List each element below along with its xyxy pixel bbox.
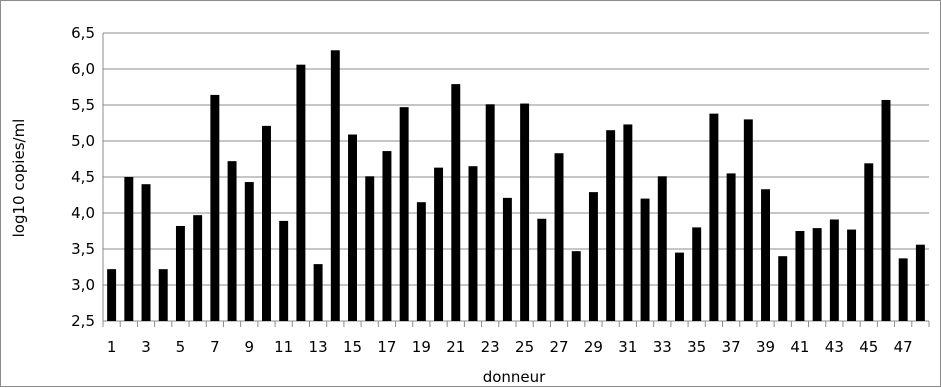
bar-donneur-15 (348, 134, 357, 321)
bar-donneur-34 (675, 252, 684, 321)
bar-donneur-9 (244, 182, 254, 321)
bar-donneur-22 (468, 166, 478, 321)
bar-donneur-46 (881, 99, 891, 322)
x-tick-label: 5 (176, 338, 186, 356)
bar-donneur-43 (829, 219, 839, 321)
bar-donneur-28 (571, 251, 581, 321)
bar-donneur-21 (451, 84, 461, 322)
bar-donneur-7 (210, 94, 220, 321)
x-tick-label: 45 (859, 338, 878, 356)
x-tick-label: 11 (274, 338, 293, 356)
bar-donneur-37 (726, 173, 736, 321)
x-tick-label: 47 (894, 338, 913, 356)
bar-donneur-3 (141, 184, 151, 321)
x-tick-label: 23 (481, 338, 500, 356)
bar-donneur-6 (193, 215, 203, 321)
x-tick-label: 37 (722, 338, 741, 356)
bar-donneur-44 (847, 229, 857, 321)
bar-donneur-27 (554, 153, 564, 321)
bar-donneur-32 (640, 198, 650, 321)
bar-donneur-41 (795, 231, 805, 321)
bar-donneur-19 (416, 202, 426, 321)
x-tick-label: 27 (549, 338, 568, 356)
bar-donneur-31 (623, 124, 633, 321)
y-tick-label: 5,5 (71, 96, 95, 114)
bar-donneur-16 (365, 176, 375, 321)
bar-donneur-13 (313, 264, 323, 321)
x-tick-labels: 1 3 5 7 9 11 13 15 17 19 21 23 25 27 29 31 33 35 37 39 41 43 4… (107, 338, 913, 356)
x-tick-label: 15 (343, 338, 362, 356)
bar-donneur-26 (537, 218, 547, 321)
y-tick-label: 6,5 (71, 24, 95, 42)
bar-donneur-12 (296, 64, 306, 322)
bar-donneur-47 (898, 258, 908, 321)
bar-donneur-35 (692, 227, 702, 321)
bar-donneur-4 (158, 269, 168, 321)
x-tick-label: 41 (790, 338, 809, 356)
bar-donneur-1 (107, 269, 117, 321)
bar-donneur-2 (124, 177, 134, 321)
bar-donneur-23 (485, 104, 495, 321)
y-tick-labels: 2,5 3,0 3,5 4,0 4,5 5,0 5,5 6,0 6,5 (71, 24, 95, 330)
x-tick-label: 3 (141, 338, 151, 356)
x-tick-label: 21 (446, 338, 465, 356)
y-tick-label: 3,0 (71, 276, 95, 294)
x-tick-label: 29 (584, 338, 603, 356)
bar-donneur-14 (330, 50, 340, 321)
bar-donneur-33 (657, 176, 667, 321)
x-tick-label: 13 (309, 338, 328, 356)
y-tick-label: 3,5 (71, 240, 95, 258)
bar-donneur-8 (227, 161, 237, 321)
y-tick-label: 4,0 (71, 204, 95, 222)
bar-donneur-17 (382, 151, 392, 321)
y-tick-label: 6,0 (71, 60, 95, 78)
bar-donneur-24 (502, 197, 512, 321)
x-tick-label: 31 (618, 338, 637, 356)
x-tick-label: 9 (244, 338, 254, 356)
bar-donneur-25 (520, 103, 530, 321)
x-tick-label: 17 (377, 338, 396, 356)
x-tick-label: 1 (107, 338, 117, 356)
bar-donneur-40 (778, 256, 788, 321)
axes (102, 33, 930, 327)
y-tick-label: 5,0 (71, 132, 95, 150)
x-tick-label: 19 (412, 338, 431, 356)
bar-donneur-48 (915, 244, 925, 321)
bar-donneur-20 (434, 167, 444, 321)
gridlines (103, 32, 929, 322)
x-tick-label: 7 (210, 338, 220, 356)
x-tick-label: 43 (825, 338, 844, 356)
bar-donneur-30 (606, 130, 616, 321)
bar-donneur-38 (743, 119, 753, 322)
y-axis-title: log10 copies/ml (10, 119, 28, 238)
bar-donneur-11 (279, 220, 289, 321)
bar-donneur-29 (588, 192, 598, 321)
bar-donneur-39 (761, 189, 770, 321)
y-tick-label: 2,5 (71, 312, 95, 330)
bar-donneur-10 (262, 125, 271, 321)
x-tick-label: 25 (515, 338, 534, 356)
x-tick-label: 33 (653, 338, 672, 356)
x-tick-label: 35 (687, 338, 706, 356)
x-axis-title: donneur (483, 368, 546, 386)
bar-donneur-36 (709, 113, 719, 321)
y-tick-label: 4,5 (71, 168, 95, 186)
bar-donneur-45 (864, 163, 874, 321)
bar-donneur-18 (399, 107, 409, 321)
bar-donneur-5 (175, 225, 185, 321)
bars (107, 50, 925, 322)
bar-donneur-42 (812, 228, 822, 321)
x-tick-label: 39 (756, 338, 775, 356)
